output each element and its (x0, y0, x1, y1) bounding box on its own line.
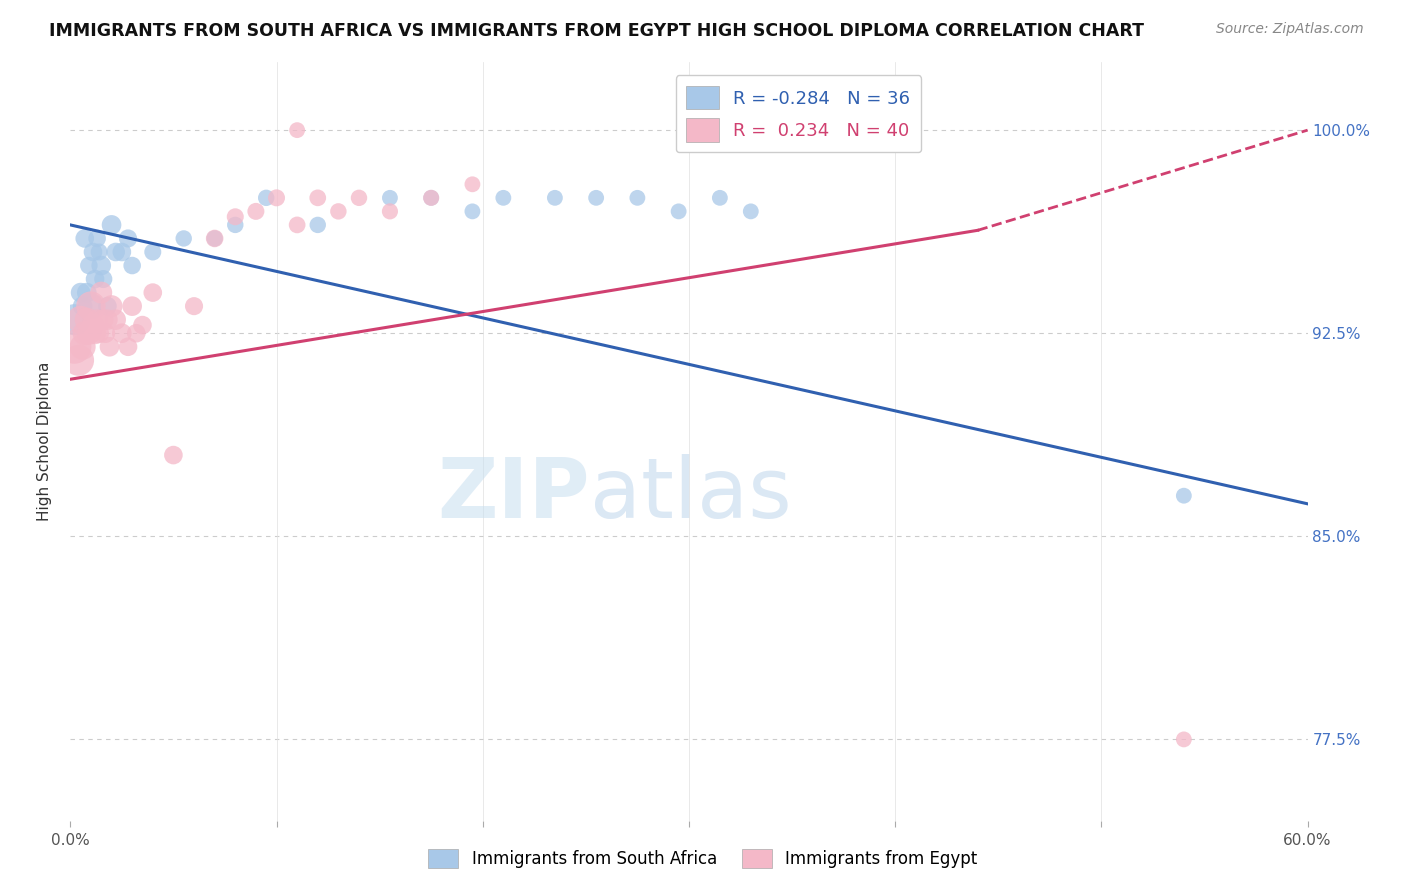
Point (307, 218, 329, 232)
Point (254, 191, 277, 205)
Point (245, 204, 267, 219)
Point (420, 191, 443, 205)
Point (98, 340, 121, 354)
Text: atlas: atlas (591, 454, 792, 535)
Point (77, 326, 100, 341)
Point (89, 326, 111, 341)
Point (544, 191, 567, 205)
Point (80, 299, 103, 313)
Point (307, 191, 329, 205)
Point (77, 259, 100, 273)
Point (72, 340, 94, 354)
Point (63, 312, 86, 326)
Point (63, 340, 86, 354)
Point (285, 218, 308, 232)
Point (378, 191, 401, 205)
Legend: Immigrants from South Africa, Immigrants from Egypt: Immigrants from South Africa, Immigrants… (422, 842, 984, 875)
Point (69, 285, 91, 300)
Point (86, 231, 108, 245)
Point (285, 123, 308, 137)
Text: IMMIGRANTS FROM SOUTH AFRICA VS IMMIGRANTS FROM EGYPT HIGH SCHOOL DIPLOMA CORREL: IMMIGRANTS FROM SOUTH AFRICA VS IMMIGRAN… (49, 22, 1144, 40)
Point (104, 312, 127, 326)
Point (173, 231, 195, 245)
Point (131, 318, 153, 332)
Point (183, 299, 205, 313)
Point (73, 231, 96, 245)
Point (668, 204, 690, 219)
Point (121, 259, 143, 273)
Point (96, 312, 118, 326)
Point (111, 326, 134, 341)
Point (90, 259, 112, 273)
Point (224, 210, 246, 224)
Point (125, 326, 148, 341)
Point (100, 218, 122, 232)
Point (266, 191, 288, 205)
Point (121, 299, 143, 313)
Point (91, 272, 114, 286)
Text: Source: ZipAtlas.com: Source: ZipAtlas.com (1216, 22, 1364, 37)
Point (224, 218, 246, 232)
Point (162, 448, 184, 462)
Point (117, 231, 139, 245)
Text: ZIP: ZIP (437, 454, 591, 535)
Point (111, 244, 134, 259)
Point (142, 244, 165, 259)
Point (117, 340, 139, 354)
Legend: R = -0.284   N = 36, R =  0.234   N = 40: R = -0.284 N = 36, R = 0.234 N = 40 (675, 75, 921, 153)
Point (84, 326, 107, 341)
Point (80, 299, 103, 313)
Point (492, 191, 515, 205)
Point (89, 244, 111, 259)
Point (328, 204, 350, 219)
Point (90, 285, 112, 300)
Point (204, 231, 226, 245)
Point (84, 272, 107, 286)
Point (76, 285, 98, 300)
Point (378, 204, 401, 219)
Point (82, 318, 104, 332)
Point (461, 204, 484, 219)
Point (67, 353, 90, 368)
Point (86, 312, 108, 326)
Point (740, 204, 762, 219)
Point (1173, 489, 1195, 503)
Point (73, 326, 96, 341)
Point (91, 312, 114, 326)
Y-axis label: High School Diploma: High School Diploma (37, 362, 52, 521)
Point (69, 312, 91, 326)
Point (461, 178, 484, 192)
Point (709, 191, 731, 205)
Point (72, 299, 94, 313)
Point (104, 244, 127, 259)
Point (347, 191, 370, 205)
Point (626, 191, 648, 205)
Point (204, 231, 226, 245)
Point (142, 285, 165, 300)
Point (100, 299, 122, 313)
Point (76, 312, 98, 326)
Point (585, 191, 607, 205)
Point (94, 326, 117, 341)
Point (82, 244, 104, 259)
Point (1173, 732, 1195, 747)
Point (96, 299, 118, 313)
Point (420, 191, 443, 205)
